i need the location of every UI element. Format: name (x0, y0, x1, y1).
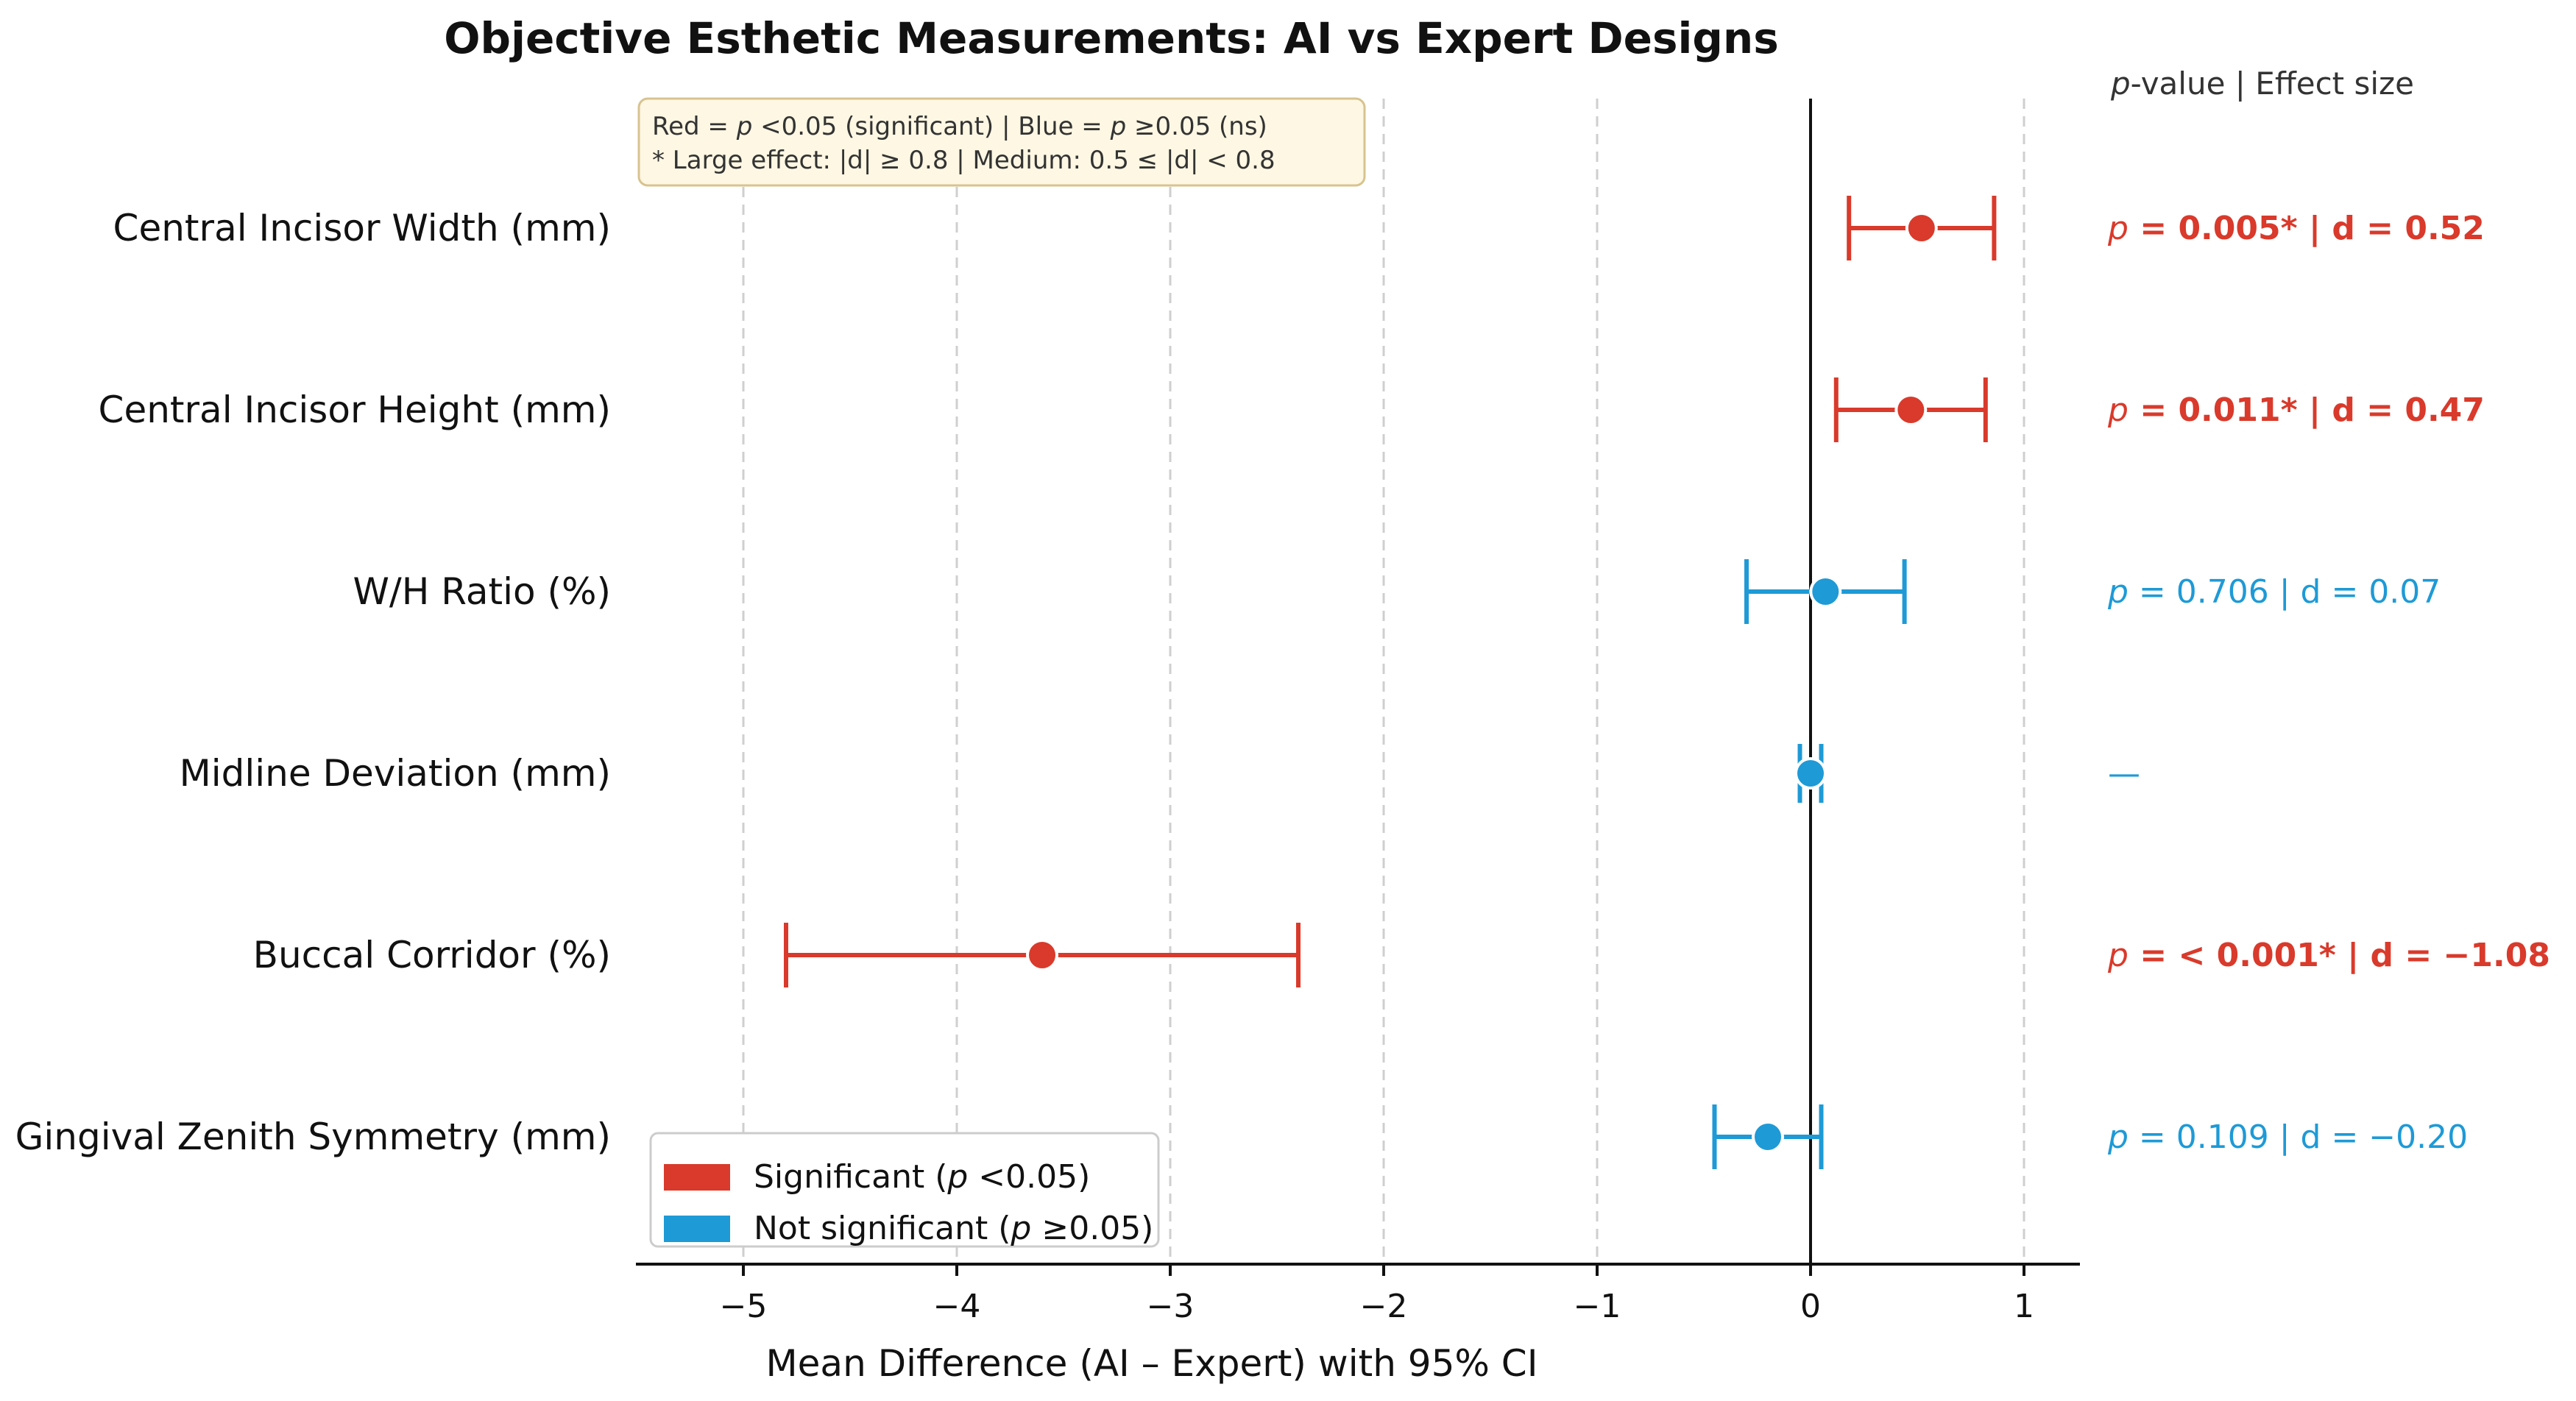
category-label: Central Incisor Height (mm) (99, 389, 611, 431)
stat-label: p = 0.109 | d = −0.20 (2107, 1118, 2468, 1156)
x-tick-label: 1 (2014, 1288, 2034, 1325)
mean-point (1894, 394, 1928, 426)
x-tick-label: −3 (1147, 1288, 1195, 1325)
stat-label: p = < 0.001* | d = −1.08 (2107, 937, 2550, 974)
ci-row (1847, 196, 1997, 260)
mean-point (1809, 575, 1842, 608)
mean-point (1905, 212, 1938, 244)
ci-row (784, 923, 1301, 987)
legend-swatch (664, 1216, 730, 1242)
annotation-note: Red = p <0.05 (significant) | Blue = p ≥… (637, 97, 1366, 187)
mean-point (1794, 757, 1827, 790)
axes (636, 1263, 2080, 1276)
x-axis-label: Mean Difference (AI – Expert) with 95% C… (766, 1342, 1538, 1385)
ci-row (1744, 559, 1907, 624)
x-tick-label: −5 (720, 1288, 768, 1325)
stat-label: — (2108, 755, 2140, 792)
stats-column: p = 0.005* | d = 0.52 p = 0.011* | d = 0.… (2107, 210, 2550, 1156)
legend: Significant (p <0.05) Not significant (p … (649, 1132, 1160, 1248)
note-line-2: * Large effect: |d| ≥ 0.8 | Medium: 0.5 … (652, 146, 1275, 175)
legend-items: Significant (p <0.05) Not significant (p … (664, 1158, 1153, 1247)
note-box (637, 97, 1366, 187)
chart-title: Objective Esthetic Measurements: AI vs E… (444, 13, 1779, 63)
x-tick-label: 0 (1800, 1288, 1821, 1325)
category-label: W/H Ratio (%) (353, 570, 611, 613)
category-label: Midline Deviation (mm) (180, 752, 611, 795)
legend-label: Significant (p <0.05) (754, 1158, 1090, 1196)
category-label: Gingival Zenith Symmetry (mm) (15, 1116, 611, 1158)
ci-row (1833, 377, 1988, 442)
note-line-1: Red = p <0.05 (significant) | Blue = p ≥… (652, 112, 1267, 141)
legend-label: Not significant (p ≥0.05) (754, 1210, 1153, 1247)
category-label: Buccal Corridor (%) (253, 934, 611, 976)
stats-column-header: p-value | Effect size (2110, 65, 2414, 102)
ci-row (1712, 1104, 1824, 1169)
x-tick-label: −4 (933, 1288, 981, 1325)
x-tick-label: −1 (1574, 1288, 1621, 1325)
stat-label: p = 0.005* | d = 0.52 (2107, 210, 2485, 247)
x-tick-labels: −5 −4 −3 −2 −1 0 1 (720, 1288, 2034, 1325)
category-label: Central Incisor Width (mm) (113, 207, 611, 249)
mean-point (1026, 939, 1058, 971)
category-labels: Central Incisor Width (mm) Central Inciso… (15, 207, 611, 1158)
grid-lines (742, 99, 2025, 1264)
ci-series (784, 196, 1997, 1169)
stat-label: p = 0.706 | d = 0.07 (2107, 573, 2441, 611)
stat-label: p = 0.011* | d = 0.47 (2107, 391, 2485, 429)
legend-swatch (664, 1164, 730, 1191)
ci-row (1794, 744, 1827, 803)
x-tick-label: −2 (1360, 1288, 1408, 1325)
legend-box (649, 1132, 1160, 1248)
mean-point (1752, 1121, 1784, 1153)
